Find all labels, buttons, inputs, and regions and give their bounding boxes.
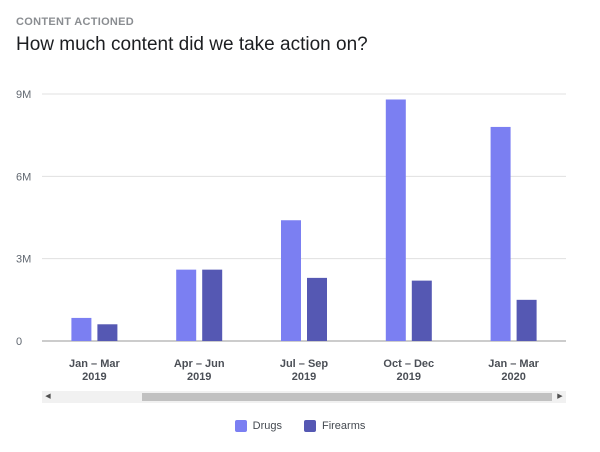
x-tick-year-label: 2019 [292, 371, 316, 383]
legend-item-drugs[interactable]: Drugs [234, 420, 282, 432]
bar-firearms [307, 277, 327, 341]
x-tick-year-label: 2019 [82, 371, 106, 383]
x-tick-label: Oct – Dec [383, 358, 434, 370]
scroll-right-icon[interactable]: ▶ [557, 393, 563, 400]
legend-item-firearms[interactable]: Firearms [303, 420, 366, 432]
y-tick-label: 9M [16, 89, 31, 101]
y-tick-label: 0 [16, 336, 22, 348]
bar-firearms [97, 324, 118, 341]
legend-label: Firearms [321, 420, 366, 432]
bar-firearms [516, 299, 537, 341]
scroll-left-icon[interactable]: ◀ [45, 393, 51, 400]
bar-drugs [490, 126, 511, 341]
legend-label: Drugs [252, 420, 282, 432]
x-tick-label: Jan – Mar [488, 358, 539, 370]
y-tick-label: 6M [16, 171, 31, 183]
y-tick-label: 3M [16, 254, 31, 266]
bar-drugs [71, 317, 92, 341]
x-tick-year-label: 2019 [397, 371, 421, 383]
x-tick-year-label: 2020 [501, 371, 525, 383]
chart-legend: Drugs Firearms [0, 420, 600, 432]
x-tick-year-label: 2019 [187, 371, 211, 383]
bar-drugs [385, 99, 406, 341]
bar-firearms [202, 269, 223, 341]
horizontal-scrollbar[interactable]: ◀ ▶ [42, 391, 566, 403]
legend-swatch [303, 420, 316, 432]
bar-drugs [176, 269, 197, 341]
legend-swatch [234, 420, 247, 432]
x-tick-label: Jul – Sep [280, 358, 329, 370]
bar-drugs [281, 220, 301, 341]
chart-title: How much content did we take action on? [16, 34, 368, 55]
x-tick-label: Apr – Jun [174, 358, 225, 370]
scrollbar-thumb[interactable] [142, 393, 552, 401]
section-eyebrow: CONTENT ACTIONED [16, 16, 135, 28]
bar-firearms [411, 280, 432, 341]
x-tick-label: Jan – Mar [69, 358, 120, 370]
